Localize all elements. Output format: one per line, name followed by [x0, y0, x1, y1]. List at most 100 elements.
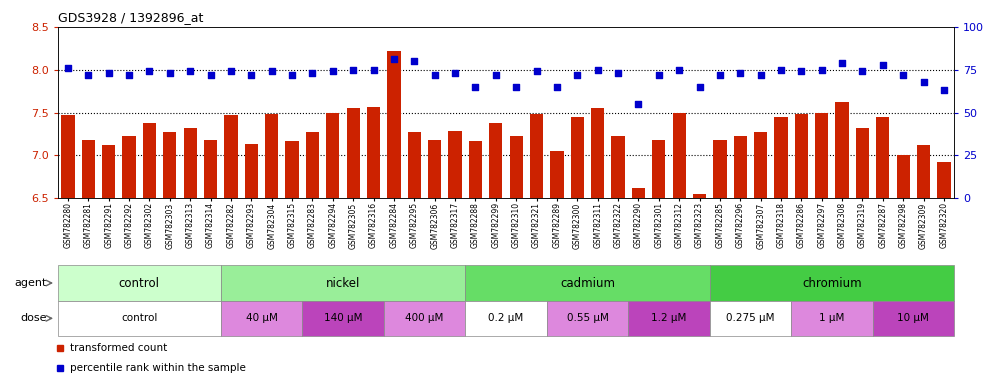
Bar [693, 194, 706, 198]
Point [346, 67, 362, 73]
Bar [102, 145, 116, 198]
Point [305, 70, 321, 76]
Text: control: control [122, 313, 157, 323]
Bar [163, 132, 176, 198]
Bar [306, 132, 319, 198]
Bar [224, 115, 238, 198]
Text: 10 μM: 10 μM [897, 313, 929, 323]
Point [611, 70, 626, 76]
Point [81, 72, 97, 78]
Bar [221, 301, 302, 336]
Text: transformed count: transformed count [71, 343, 167, 353]
Point [590, 67, 606, 73]
Bar [550, 151, 564, 198]
Bar [123, 136, 135, 198]
Point [122, 72, 137, 78]
Text: 140 μM: 140 μM [324, 313, 363, 323]
Point [570, 72, 586, 78]
Bar [387, 51, 400, 198]
Point [264, 68, 280, 74]
Point [835, 60, 851, 66]
Bar [265, 114, 278, 198]
Text: dose: dose [21, 313, 47, 323]
Point [753, 72, 769, 78]
Bar [367, 108, 380, 198]
Text: GDS3928 / 1392896_at: GDS3928 / 1392896_at [58, 11, 203, 24]
Text: 40 μM: 40 μM [246, 313, 278, 323]
Bar [713, 140, 726, 198]
Point [202, 72, 218, 78]
Bar [428, 140, 441, 198]
Bar [204, 140, 217, 198]
Bar [530, 114, 543, 198]
Point [895, 72, 911, 78]
Bar [347, 108, 360, 198]
Point [467, 84, 483, 90]
Text: 0.275 μM: 0.275 μM [726, 313, 775, 323]
Point [488, 72, 504, 78]
Bar [489, 123, 502, 198]
Text: 400 μM: 400 μM [405, 313, 443, 323]
Bar [302, 301, 383, 336]
Bar [791, 301, 872, 336]
Point [161, 70, 178, 76]
Bar [672, 113, 686, 198]
Bar [245, 144, 258, 198]
Point [874, 61, 890, 68]
Point [529, 68, 545, 74]
Text: chromium: chromium [802, 276, 862, 290]
Point [366, 67, 381, 73]
Bar [774, 117, 788, 198]
Point [508, 84, 524, 90]
Bar [795, 114, 808, 198]
Point [284, 72, 300, 78]
Text: 0.2 μM: 0.2 μM [488, 313, 524, 323]
Point [243, 72, 259, 78]
Text: 0.55 μM: 0.55 μM [567, 313, 609, 323]
Point [426, 72, 442, 78]
Bar [652, 140, 665, 198]
Text: 1.2 μM: 1.2 μM [651, 313, 686, 323]
Bar [571, 117, 584, 198]
Text: nickel: nickel [326, 276, 361, 290]
Bar [465, 301, 547, 336]
Bar [710, 301, 791, 336]
Point [671, 67, 687, 73]
Bar [896, 156, 910, 198]
Bar [142, 123, 156, 198]
Point [386, 56, 402, 63]
Bar [876, 117, 889, 198]
Text: cadmium: cadmium [560, 276, 615, 290]
Point [325, 68, 341, 74]
Point [691, 84, 707, 90]
Point [141, 68, 157, 74]
Text: agent: agent [15, 278, 47, 288]
Bar [815, 113, 829, 198]
Point [794, 68, 810, 74]
Point [712, 72, 728, 78]
Point [406, 58, 422, 64]
Bar [591, 108, 605, 198]
Bar [710, 265, 954, 301]
Point [223, 68, 239, 74]
Point [814, 67, 830, 73]
Point [773, 67, 789, 73]
Bar [734, 136, 747, 198]
Bar [754, 132, 767, 198]
Bar [836, 102, 849, 198]
Point [447, 70, 463, 76]
Text: control: control [119, 276, 159, 290]
Point [915, 79, 931, 85]
Point [60, 65, 76, 71]
Bar [631, 188, 645, 198]
Bar [628, 301, 710, 336]
Bar [62, 115, 75, 198]
Bar [872, 301, 954, 336]
Bar [407, 132, 421, 198]
Bar [469, 141, 482, 198]
Text: 1 μM: 1 μM [820, 313, 845, 323]
Bar [510, 136, 523, 198]
Bar [286, 141, 299, 198]
Bar [58, 265, 221, 301]
Bar [448, 131, 462, 198]
